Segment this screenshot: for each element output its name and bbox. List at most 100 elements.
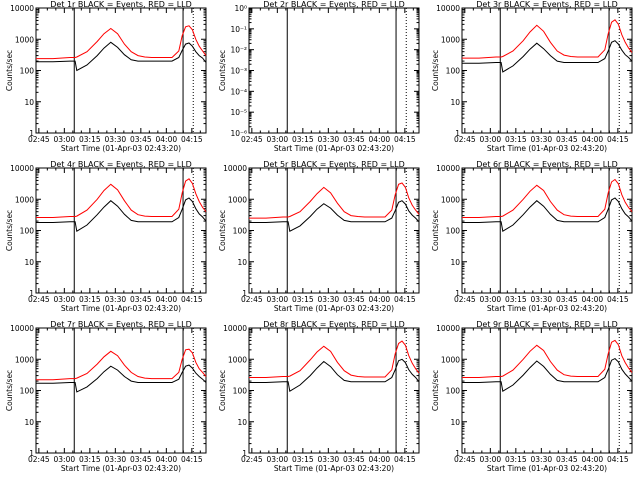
series-events [36,41,207,72]
plot-frame [461,7,633,134]
plot-frame [248,167,420,294]
x-tick-label: 02:45 [28,455,50,464]
x-tick-label: 03:00 [54,135,76,144]
x-tick-label: 03:30 [105,455,127,464]
y-tick-label: 1 [455,449,460,458]
x-tick-label: 04:00 [582,295,604,304]
x-tick-label: 03:30 [318,455,340,464]
x-tick-label: 03:00 [54,455,76,464]
series-lld [462,178,633,218]
x-axis-label: Start Time (01-Apr-03 02:43:20) [487,304,607,313]
x-tick-label: 03:15 [79,135,101,144]
series-lld [462,339,633,378]
panel-title: Det 5r BLACK = Events, RED = LLD [263,160,405,169]
plot-frame [248,7,420,134]
panel-title: Det 3r BLACK = Events, RED = LLD [476,0,618,9]
y-axis-label: Counts/sec [5,50,14,91]
y-tick-label: 10000 [223,164,247,173]
y-axis-label: Counts/sec [218,210,227,251]
series-events [462,358,633,393]
y-axis-label: Counts/sec [218,50,227,91]
series-lld [462,19,633,59]
y-tick-label: 100 [446,227,461,236]
x-tick-label: 03:30 [531,295,553,304]
x-tick-label: 02:45 [454,455,476,464]
y-tick-label: 10 [237,258,247,267]
x-tick-label: 02:45 [454,295,476,304]
series-events [462,197,633,233]
x-tick-label: 04:00 [369,135,391,144]
plot-frame [35,327,207,454]
panel-title: Det 1r BLACK = Events, RED = LLD [50,0,192,9]
y-tick-label: 10000 [10,164,34,173]
y-tick-label: 10000 [223,324,247,333]
series-events [36,364,207,393]
panel-det-4: Det 4r BLACK = Events, RED = LLD 1 10 100 10… [5,160,207,313]
series-lld [249,182,420,219]
y-tick-label: 10⁻⁴ [230,87,247,96]
plot-frame [35,7,207,134]
y-tick-label: 1 [29,289,34,298]
x-tick-label: 02:45 [454,135,476,144]
y-tick-label: 10⁻¹ [230,25,247,34]
x-tick-label: 02:45 [241,295,263,304]
panel-title: Det 8r BLACK = Events, RED = LLD [263,320,405,329]
x-tick-label: 04:00 [369,455,391,464]
x-tick-label: 03:45 [343,455,365,464]
panel-title: Det 6r BLACK = Events, RED = LLD [476,160,618,169]
x-tick-label: 02:45 [28,295,50,304]
series-events [249,200,420,232]
x-tick-label: 03:00 [480,295,502,304]
x-tick-label: 04:15 [181,295,203,304]
x-tick-label: 03:30 [318,135,340,144]
x-tick-label: 04:00 [156,135,178,144]
y-tick-label: 1000 [441,195,460,204]
plot-frame [248,327,420,454]
x-tick-label: 04:00 [582,455,604,464]
panel-det-5: Det 5r BLACK = Events, RED = LLD 1 10 100 10… [218,160,420,313]
x-tick-label: 04:15 [181,455,203,464]
x-tick-label: 03:45 [343,135,365,144]
y-tick-label: 10⁻³ [230,67,247,76]
y-axis-label: Counts/sec [431,370,440,411]
series-lld [36,348,207,381]
panel-det-9: Det 9r BLACK = Events, RED = LLD 1 10 100 10… [431,320,633,473]
x-tick-label: 04:15 [394,135,416,144]
y-tick-label: 10 [24,258,34,267]
y-tick-label: 10⁻² [230,46,247,55]
x-tick-label: 03:30 [531,135,553,144]
x-tick-label: 03:00 [480,135,502,144]
x-axis-label: Start Time (01-Apr-03 02:43:20) [61,464,181,473]
y-tick-label: 100 [446,67,461,76]
x-tick-label: 03:15 [505,295,527,304]
series-lld [36,178,207,218]
x-tick-label: 02:45 [241,455,263,464]
panel-det-3: Det 3r BLACK = Events, RED = LLD 1 10 100 10… [431,0,633,153]
x-tick-label: 04:15 [181,135,203,144]
y-tick-label: 10000 [436,324,460,333]
x-tick-label: 03:15 [292,455,314,464]
y-tick-label: 10⁻⁶ [230,129,247,138]
y-tick-label: 10000 [436,164,460,173]
y-tick-label: 10 [450,418,460,427]
x-tick-label: 03:45 [556,295,578,304]
y-tick-label: 100 [233,227,248,236]
y-tick-label: 1000 [15,355,34,364]
x-tick-label: 03:45 [130,135,152,144]
y-axis-label: Counts/sec [431,210,440,251]
x-tick-label: 03:45 [343,295,365,304]
y-tick-label: 1 [29,129,34,138]
x-tick-label: 02:45 [28,135,50,144]
x-axis-label: Start Time (01-Apr-03 02:43:20) [274,304,394,313]
y-tick-label: 10 [450,258,460,267]
y-axis-label: Counts/sec [218,370,227,411]
y-tick-label: 100 [20,227,35,236]
panel-title: Det 7r BLACK = Events, RED = LLD [50,320,192,329]
series-events [249,358,420,393]
x-tick-label: 03:00 [267,455,289,464]
panel-title: Det 9r BLACK = Events, RED = LLD [476,320,618,329]
y-tick-label: 10 [24,98,34,107]
x-axis-label: Start Time (01-Apr-03 02:43:20) [61,304,181,313]
x-tick-label: 03:15 [505,135,527,144]
